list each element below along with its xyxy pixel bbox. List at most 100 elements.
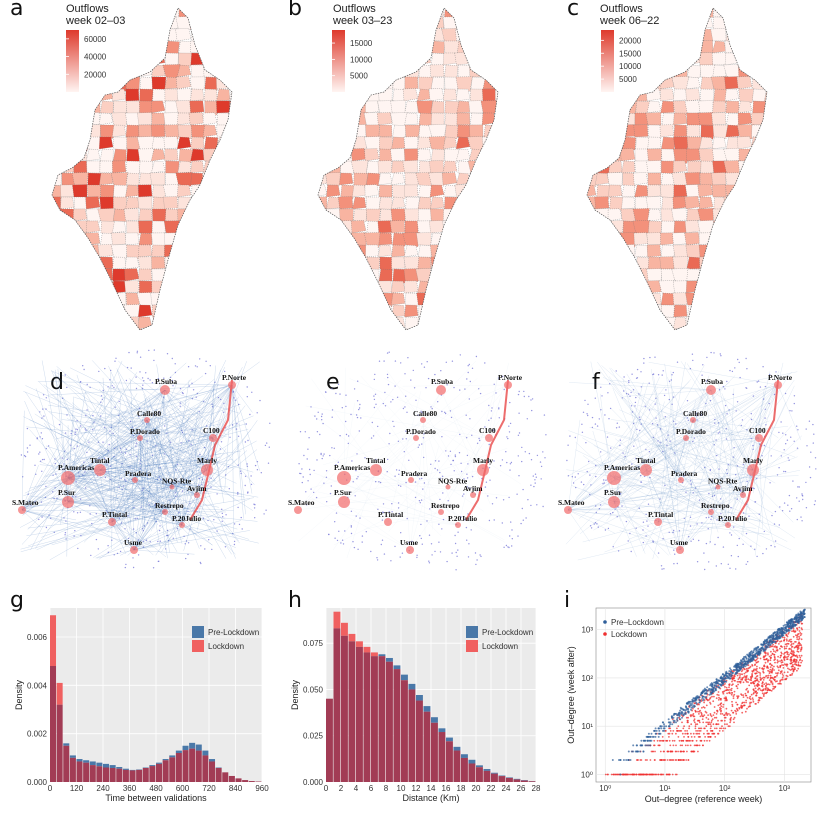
stop-dot — [509, 463, 512, 465]
scatter-point-lockdown — [683, 736, 685, 738]
stop-dot — [89, 386, 91, 389]
scatter-point-lockdown — [732, 711, 734, 714]
network-edge — [44, 407, 183, 526]
stop-dot — [774, 546, 776, 548]
district — [455, 136, 471, 150]
scatter-point-lockdown — [677, 736, 680, 738]
stop-dot — [487, 495, 489, 497]
stop-dot — [793, 395, 796, 397]
district — [378, 268, 393, 282]
scatter-point-lockdown — [764, 688, 767, 691]
hub-label: Avjim — [733, 484, 753, 493]
district — [318, 280, 328, 294]
district — [137, 16, 154, 31]
network-edge — [717, 381, 744, 496]
network-edge — [126, 497, 166, 513]
stop-dot — [41, 438, 44, 440]
network-edge — [311, 378, 377, 471]
network-edge — [133, 366, 226, 551]
plot-background — [595, 607, 812, 783]
stop-dot — [773, 523, 776, 525]
stop-dot — [28, 500, 31, 503]
network-hubs: P.Suba P.NorteCalle80C100P.DoradoMarlyTin… — [558, 373, 793, 554]
stop-dot — [730, 507, 732, 509]
stop-dot — [339, 435, 341, 437]
bar-overlap — [69, 757, 76, 782]
stop-dot — [388, 351, 390, 353]
stop-dot — [158, 529, 161, 532]
stop-dot — [509, 535, 511, 537]
district — [59, 268, 75, 282]
district — [481, 232, 497, 246]
network-edge — [135, 439, 183, 526]
scatter-point-lockdown — [800, 661, 802, 664]
district — [726, 8, 741, 19]
district — [467, 136, 485, 151]
district — [318, 268, 328, 282]
stop-dot — [502, 375, 504, 378]
stop-dot — [107, 450, 110, 452]
stop-dot — [714, 422, 716, 424]
y-tick-label: 0.006 — [27, 633, 48, 642]
scatter-point-lockdown — [728, 686, 730, 689]
network-edge — [645, 469, 660, 525]
panel-label-g: g — [10, 588, 24, 613]
network-edge — [164, 437, 214, 521]
trunk-line — [189, 379, 233, 521]
stop-dot — [750, 418, 753, 421]
district — [151, 136, 166, 150]
stop-dot — [313, 469, 315, 472]
stop-dot — [788, 494, 791, 497]
district — [494, 172, 498, 186]
scatter-point-lockdown — [660, 739, 662, 742]
stop-dot — [632, 422, 635, 425]
scatter-point-lockdown — [610, 773, 613, 776]
bar-pre-lockdown — [483, 769, 491, 771]
stop-dot — [414, 481, 417, 483]
district — [318, 88, 329, 103]
network-edge — [34, 501, 69, 549]
district — [673, 28, 688, 42]
network-edge — [36, 486, 173, 551]
stop-dot — [711, 495, 714, 497]
network-edge — [133, 396, 240, 551]
stop-dot — [736, 401, 739, 403]
scatter-point-lockdown — [773, 669, 775, 671]
district — [125, 328, 140, 330]
stop-dot — [428, 560, 430, 562]
network-edge — [102, 469, 166, 513]
network-edge — [409, 446, 440, 551]
hub-label: C100 — [479, 426, 496, 435]
hub-node — [640, 464, 652, 476]
stop-dot — [256, 412, 258, 414]
scatter-point-lockdown — [800, 633, 803, 635]
district — [100, 184, 115, 199]
hub-label: Pradera — [401, 469, 427, 478]
scatter-point-lockdown — [776, 649, 779, 652]
scatter-point-lockdown — [709, 736, 712, 738]
hub-label: P.Suba — [155, 377, 177, 386]
scatter-point-lockdown — [729, 714, 732, 716]
network-edge — [30, 477, 69, 551]
district — [318, 148, 329, 163]
stop-dot — [220, 398, 222, 401]
district — [469, 256, 484, 270]
scatter-point-lockdown — [787, 632, 790, 635]
network-edge — [231, 384, 261, 471]
x-tick-label: 0 — [324, 784, 329, 793]
stop-dot — [476, 559, 478, 561]
scatter-point-lockdown — [690, 714, 693, 716]
district — [52, 220, 63, 235]
district — [416, 232, 432, 246]
district — [152, 28, 167, 43]
stop-dot — [75, 496, 77, 498]
scatter-point-lockdown — [772, 643, 774, 646]
stop-dot — [770, 544, 772, 547]
scatter-point-lockdown — [791, 630, 793, 633]
district — [126, 100, 141, 115]
district — [190, 232, 205, 246]
hub-label: Marly — [473, 456, 493, 465]
district — [726, 16, 742, 32]
stop-dot — [306, 458, 308, 460]
